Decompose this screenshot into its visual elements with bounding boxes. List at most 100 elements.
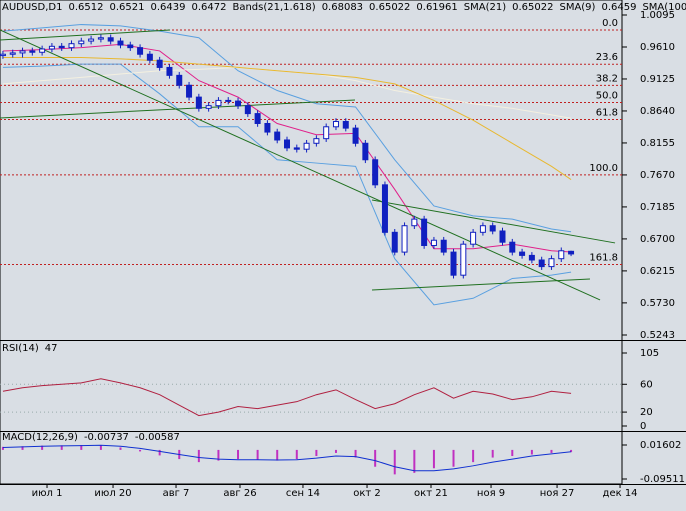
fib-label: 161.8 bbox=[589, 252, 618, 263]
candle-body bbox=[58, 45, 65, 49]
y-tick-label: 0.8155 bbox=[640, 138, 675, 149]
candle-body bbox=[568, 250, 575, 255]
fib-label: 100.0 bbox=[589, 163, 618, 174]
header-text: SMA(9) bbox=[559, 2, 595, 13]
y-tick-label: 1.0095 bbox=[640, 10, 675, 21]
candle-body bbox=[323, 126, 330, 140]
header-text: SMA(21) bbox=[464, 2, 506, 13]
candle-body bbox=[274, 131, 281, 141]
header-text: AUDUSD,D1 bbox=[2, 2, 62, 13]
y-tick-label: 105 bbox=[640, 348, 659, 359]
candle-body bbox=[342, 121, 349, 129]
trendline bbox=[0, 99, 356, 119]
candle-body bbox=[401, 225, 408, 253]
y-tick-label: 0.7670 bbox=[640, 170, 675, 181]
x-tick-label: ноя 9 bbox=[477, 488, 505, 499]
header-text: SMA(100) bbox=[642, 2, 686, 13]
panel-value: 47 bbox=[45, 343, 58, 354]
candle-body bbox=[166, 66, 173, 76]
candle-body bbox=[332, 121, 339, 128]
header-text: 0.61961 bbox=[416, 2, 457, 13]
trendline bbox=[0, 29, 601, 301]
y-tick-label: 0.8640 bbox=[640, 106, 675, 117]
indicator-line bbox=[2, 43, 572, 253]
fib-label: 23.6 bbox=[596, 52, 618, 63]
candle-body bbox=[499, 230, 506, 243]
candle-body bbox=[293, 147, 300, 150]
candle-body bbox=[156, 59, 163, 68]
y-tick-label: 0.6700 bbox=[640, 234, 675, 245]
fib-label: 38.2 bbox=[596, 73, 618, 84]
y-tick-label: 20 bbox=[640, 407, 653, 418]
indicator-line bbox=[2, 24, 572, 233]
candle-body bbox=[411, 218, 418, 227]
candle-body bbox=[479, 225, 486, 233]
header-text: 0.6512 bbox=[68, 2, 103, 13]
x-tick-label: окт 2 bbox=[353, 488, 381, 499]
header-text: 0.6459 bbox=[601, 2, 636, 13]
candle-body bbox=[88, 38, 95, 42]
candle-body bbox=[146, 53, 153, 61]
candle-body bbox=[372, 159, 379, 186]
candle-body bbox=[0, 53, 6, 57]
trendline bbox=[371, 278, 590, 291]
candle-body bbox=[548, 258, 555, 268]
fib-label: 50.0 bbox=[596, 90, 618, 101]
x-tick-label: ноя 27 bbox=[540, 488, 575, 499]
x-tick-label: авг 7 bbox=[163, 488, 190, 499]
candle-body bbox=[235, 100, 242, 107]
x-tick-label: авг 26 bbox=[223, 488, 256, 499]
candle-body bbox=[39, 48, 46, 53]
header-text: 0.6439 bbox=[150, 2, 185, 13]
fib-label: 0.0 bbox=[602, 18, 618, 29]
candle-body bbox=[440, 239, 447, 253]
candle-body bbox=[391, 231, 398, 253]
candle-body bbox=[254, 113, 261, 124]
candle-body bbox=[186, 84, 193, 98]
header-text: 0.6472 bbox=[191, 2, 226, 13]
candle-body bbox=[117, 40, 124, 46]
trendline bbox=[371, 199, 616, 244]
plot-frame bbox=[0, 0, 623, 485]
y-tick-label: 0.5243 bbox=[640, 330, 675, 341]
y-tick-label: 60 bbox=[640, 379, 653, 390]
candle-body bbox=[509, 241, 516, 253]
y-tick-label: -0.09511 bbox=[640, 474, 685, 485]
candle-body bbox=[519, 251, 526, 256]
candle-body bbox=[97, 37, 104, 40]
candle-body bbox=[538, 259, 545, 268]
candle-body bbox=[127, 44, 134, 49]
candle-body bbox=[137, 47, 144, 55]
candle-body bbox=[244, 105, 251, 115]
indicator-line bbox=[2, 57, 572, 180]
y-tick-label: 0.7185 bbox=[640, 202, 675, 213]
trendline bbox=[0, 29, 171, 41]
candle-body bbox=[303, 142, 310, 150]
signal-line bbox=[2, 444, 572, 472]
candle-body bbox=[176, 74, 183, 86]
panel-value: -0.00587 bbox=[135, 432, 180, 443]
candle-body bbox=[313, 138, 320, 144]
candle-body bbox=[352, 127, 359, 144]
y-tick-label: 0.9125 bbox=[640, 74, 675, 85]
indicator-line bbox=[2, 66, 572, 119]
header-text: 0.65022 bbox=[512, 2, 553, 13]
x-tick-label: окт 21 bbox=[414, 488, 448, 499]
rsi-line bbox=[2, 378, 572, 417]
candle-body bbox=[528, 254, 535, 261]
y-tick-label: 0.5730 bbox=[640, 298, 675, 309]
candle-body bbox=[29, 50, 36, 53]
y-tick-label: 0 bbox=[640, 421, 646, 432]
candle-body bbox=[558, 250, 565, 260]
header-text: 0.68083 bbox=[322, 2, 363, 13]
header-text: 0.65022 bbox=[369, 2, 410, 13]
panel-title: MACD(12,26,9) bbox=[2, 432, 78, 443]
y-tick-label: 0.01602 bbox=[640, 440, 681, 451]
candle-body bbox=[107, 37, 114, 42]
y-tick-label: 0.6215 bbox=[640, 266, 675, 277]
candle-body bbox=[19, 50, 26, 54]
candle-body bbox=[381, 184, 388, 233]
candle-body bbox=[430, 239, 437, 247]
panel-title: RSI(14) bbox=[2, 343, 39, 354]
